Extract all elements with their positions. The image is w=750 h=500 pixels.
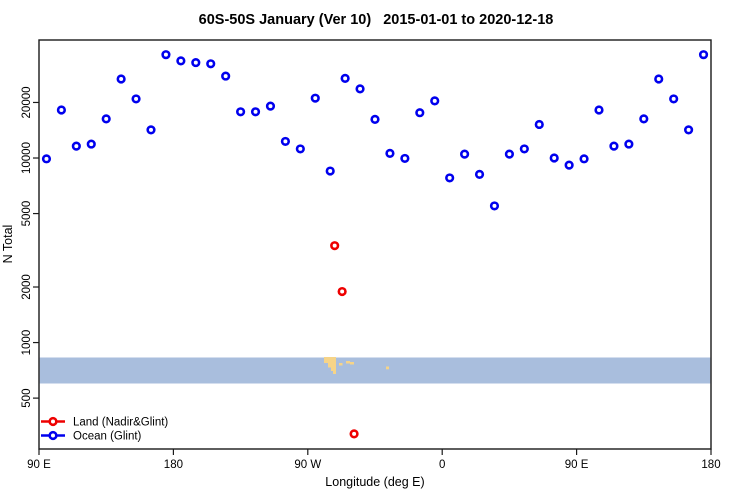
x-axis-label: Longitude (deg E) xyxy=(325,475,424,489)
ocean-point xyxy=(250,107,261,117)
land-point xyxy=(337,286,347,297)
ocean-point xyxy=(654,74,664,84)
legend-point-symbol xyxy=(48,430,58,441)
y-axis-label: N Total xyxy=(1,225,15,264)
y-tick-label: 5000 xyxy=(21,201,33,227)
y-tick-label: 500 xyxy=(21,389,33,408)
land-point xyxy=(349,429,359,439)
ocean-point xyxy=(624,139,634,149)
ocean-point xyxy=(698,50,709,60)
ocean-point xyxy=(474,169,485,180)
ocean-point xyxy=(191,57,201,68)
ocean-point xyxy=(71,141,81,151)
map-band-land-mark xyxy=(324,357,336,363)
ocean-point xyxy=(564,160,574,170)
map-band-land-mark xyxy=(386,366,389,370)
ocean-point xyxy=(400,153,410,164)
y-tick-label: 20000 xyxy=(21,86,33,118)
y-tick-label: 10000 xyxy=(21,142,33,174)
map-band-land-mark xyxy=(328,362,336,368)
ocean-point xyxy=(116,74,126,84)
ocean-point xyxy=(609,141,619,151)
map-band-land-mark xyxy=(346,361,350,364)
ocean-point xyxy=(549,153,559,163)
x-tick-label: 90 E xyxy=(565,459,589,471)
x-tick-label: 180 xyxy=(701,459,720,471)
ocean-point xyxy=(101,114,111,124)
ocean-point xyxy=(489,201,500,211)
ocean-point xyxy=(206,59,216,69)
ocean-point xyxy=(534,119,544,130)
x-tick-label: 90 W xyxy=(294,459,321,471)
ocean-point xyxy=(504,149,515,159)
ocean-point xyxy=(236,107,246,117)
ocean-point xyxy=(639,114,649,124)
land-point xyxy=(330,241,340,251)
ocean-point xyxy=(355,84,365,94)
map-band-ocean xyxy=(39,357,711,384)
ocean-point xyxy=(41,154,52,164)
plot-built-layer: 90 E 180 90 W 0 90 E 180 500 1000 2000 5000 10000 2… xyxy=(21,39,721,471)
ocean-point xyxy=(340,73,350,84)
x-tick-label: 90 E xyxy=(27,459,51,471)
ocean-point xyxy=(56,105,67,115)
ocean-point xyxy=(519,144,529,154)
ocean-point xyxy=(310,93,320,103)
ocean-point xyxy=(430,96,440,106)
ocean-point xyxy=(265,101,276,111)
legend-label: Land (Nadir&Glint) xyxy=(73,417,168,429)
legend-point-symbol xyxy=(48,416,58,427)
legend-label: Ocean (Glint) xyxy=(73,431,142,443)
map-band-land-mark xyxy=(350,362,354,365)
ocean-point xyxy=(295,144,305,154)
ocean-point xyxy=(176,56,186,66)
map-band-land-mark xyxy=(339,363,343,366)
ocean-point xyxy=(385,148,395,158)
ocean-point xyxy=(683,125,694,135)
ocean-point xyxy=(460,149,470,159)
ocean-point xyxy=(146,125,156,135)
ocean-point xyxy=(325,166,335,176)
plot-border xyxy=(38,39,712,450)
ocean-point xyxy=(131,94,141,104)
ocean-point xyxy=(445,173,455,183)
x-tick-label: 180 xyxy=(164,459,183,471)
ocean-point xyxy=(280,136,291,147)
ocean-point xyxy=(370,114,380,124)
map-band-land-mark xyxy=(331,367,336,371)
ocean-point xyxy=(415,108,425,118)
ocean-point xyxy=(86,139,96,149)
chart-title: 60S-50S January (Ver 10) 2015-01-01 to 2… xyxy=(199,12,554,28)
ocean-point xyxy=(669,94,679,104)
map-band-land-mark xyxy=(333,371,336,374)
y-tick-label: 2000 xyxy=(21,274,33,300)
ocean-point xyxy=(161,50,171,60)
ocean-point xyxy=(221,71,231,81)
y-tick-label: 1000 xyxy=(21,330,33,356)
ocean-point xyxy=(579,154,589,164)
x-tick-label: 0 xyxy=(439,459,445,471)
ocean-point xyxy=(594,105,604,115)
